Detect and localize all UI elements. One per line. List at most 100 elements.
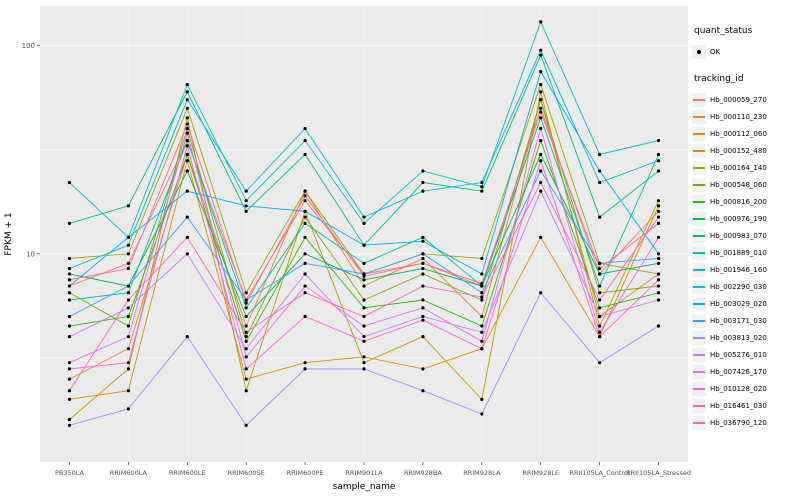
data-point [67, 423, 72, 427]
data-point [480, 412, 484, 416]
series-color-line-icon [693, 285, 705, 288]
data-point [598, 180, 602, 185]
data-point [126, 291, 130, 295]
data-point [539, 116, 543, 120]
data-point [303, 367, 307, 371]
data-point [421, 314, 425, 319]
data-point [244, 209, 248, 213]
legend-label-tracking: Hb_000816_200 [710, 197, 767, 206]
data-point [480, 189, 484, 193]
data-point [598, 266, 602, 271]
legend-label-tracking: Hb_000059_270 [710, 95, 767, 104]
data-point [126, 298, 130, 302]
data-point [539, 189, 543, 193]
data-point [185, 82, 189, 87]
data-point [656, 204, 661, 208]
data-point [421, 252, 425, 256]
data-point [421, 256, 425, 261]
y-axis-title: FPKM + 1 [4, 212, 14, 255]
series-color-line-icon [693, 319, 705, 322]
legend-key-box [692, 177, 706, 192]
data-point [539, 90, 543, 94]
x-tick-label: RRIM928LA [463, 469, 501, 477]
series-color-line-icon [693, 268, 705, 271]
data-point [362, 367, 366, 371]
data-point [67, 256, 72, 261]
legend-item-tracking: Hb_000164_140 [692, 159, 800, 176]
data-point [303, 126, 307, 131]
data-point [656, 261, 661, 265]
data-point [303, 138, 307, 143]
data-point [126, 407, 130, 411]
data-point [67, 298, 72, 302]
data-point [244, 339, 248, 343]
data-point [244, 389, 248, 393]
data-point [539, 180, 543, 185]
data-point [421, 261, 425, 265]
data-point [67, 324, 72, 328]
series-color-line-icon [693, 353, 705, 356]
data-point [362, 274, 366, 278]
data-point [185, 144, 189, 148]
data-point [480, 330, 484, 334]
legend-key-box [692, 381, 706, 396]
data-point [598, 306, 602, 310]
series-color-line-icon [693, 370, 705, 373]
data-point [480, 180, 484, 185]
legend-key-box [692, 228, 706, 243]
data-point [480, 185, 484, 189]
legend: quant_status OK tracking_id Hb_000059_27… [692, 0, 800, 500]
data-point [656, 291, 661, 295]
data-point [656, 298, 661, 302]
data-point [656, 138, 661, 143]
legend-key-box [692, 143, 706, 158]
data-point [126, 204, 130, 208]
data-point [185, 252, 189, 256]
x-tick-label: PB350LA [55, 469, 85, 477]
legend-key-box [692, 347, 706, 362]
series-color-line-icon [693, 234, 705, 237]
data-point [421, 239, 425, 243]
data-point [598, 314, 602, 319]
data-point [185, 235, 189, 239]
data-point [67, 377, 72, 381]
data-point [598, 361, 602, 365]
data-point [303, 221, 307, 225]
data-point [67, 180, 72, 185]
data-point [126, 324, 130, 328]
data-point [598, 215, 602, 219]
data-point [421, 235, 425, 239]
data-point [244, 355, 248, 359]
data-point [185, 116, 189, 120]
y-tick-label: 10 [26, 250, 35, 258]
data-point [303, 291, 307, 295]
data-point [656, 221, 661, 225]
legend-section-quant-status: quant_status OK [692, 26, 800, 60]
data-point [362, 243, 366, 247]
data-point [126, 266, 130, 271]
data-point [244, 291, 248, 295]
data-point [362, 314, 366, 319]
legend-item-tracking: Hb_000548_060 [692, 176, 800, 193]
data-point [244, 377, 248, 381]
legend-key-box [692, 398, 706, 413]
series-color-line-icon [693, 98, 705, 101]
data-point [656, 284, 661, 288]
data-point [67, 361, 72, 365]
data-point [303, 194, 307, 198]
series-color-line-icon [693, 217, 705, 220]
data-point [539, 70, 543, 74]
legend-label-tracking: Hb_000164_140 [710, 163, 767, 172]
data-point [244, 298, 248, 302]
series-color-line-icon [693, 115, 705, 118]
data-point [244, 367, 248, 371]
legend-label-tracking: Hb_002290_030 [710, 282, 767, 291]
data-point [185, 126, 189, 131]
series-color-line-icon [693, 183, 705, 186]
data-point [480, 295, 484, 299]
legend-key-box [692, 160, 706, 175]
data-point [421, 169, 425, 173]
legend-key-box [692, 415, 706, 430]
data-point [185, 335, 189, 339]
